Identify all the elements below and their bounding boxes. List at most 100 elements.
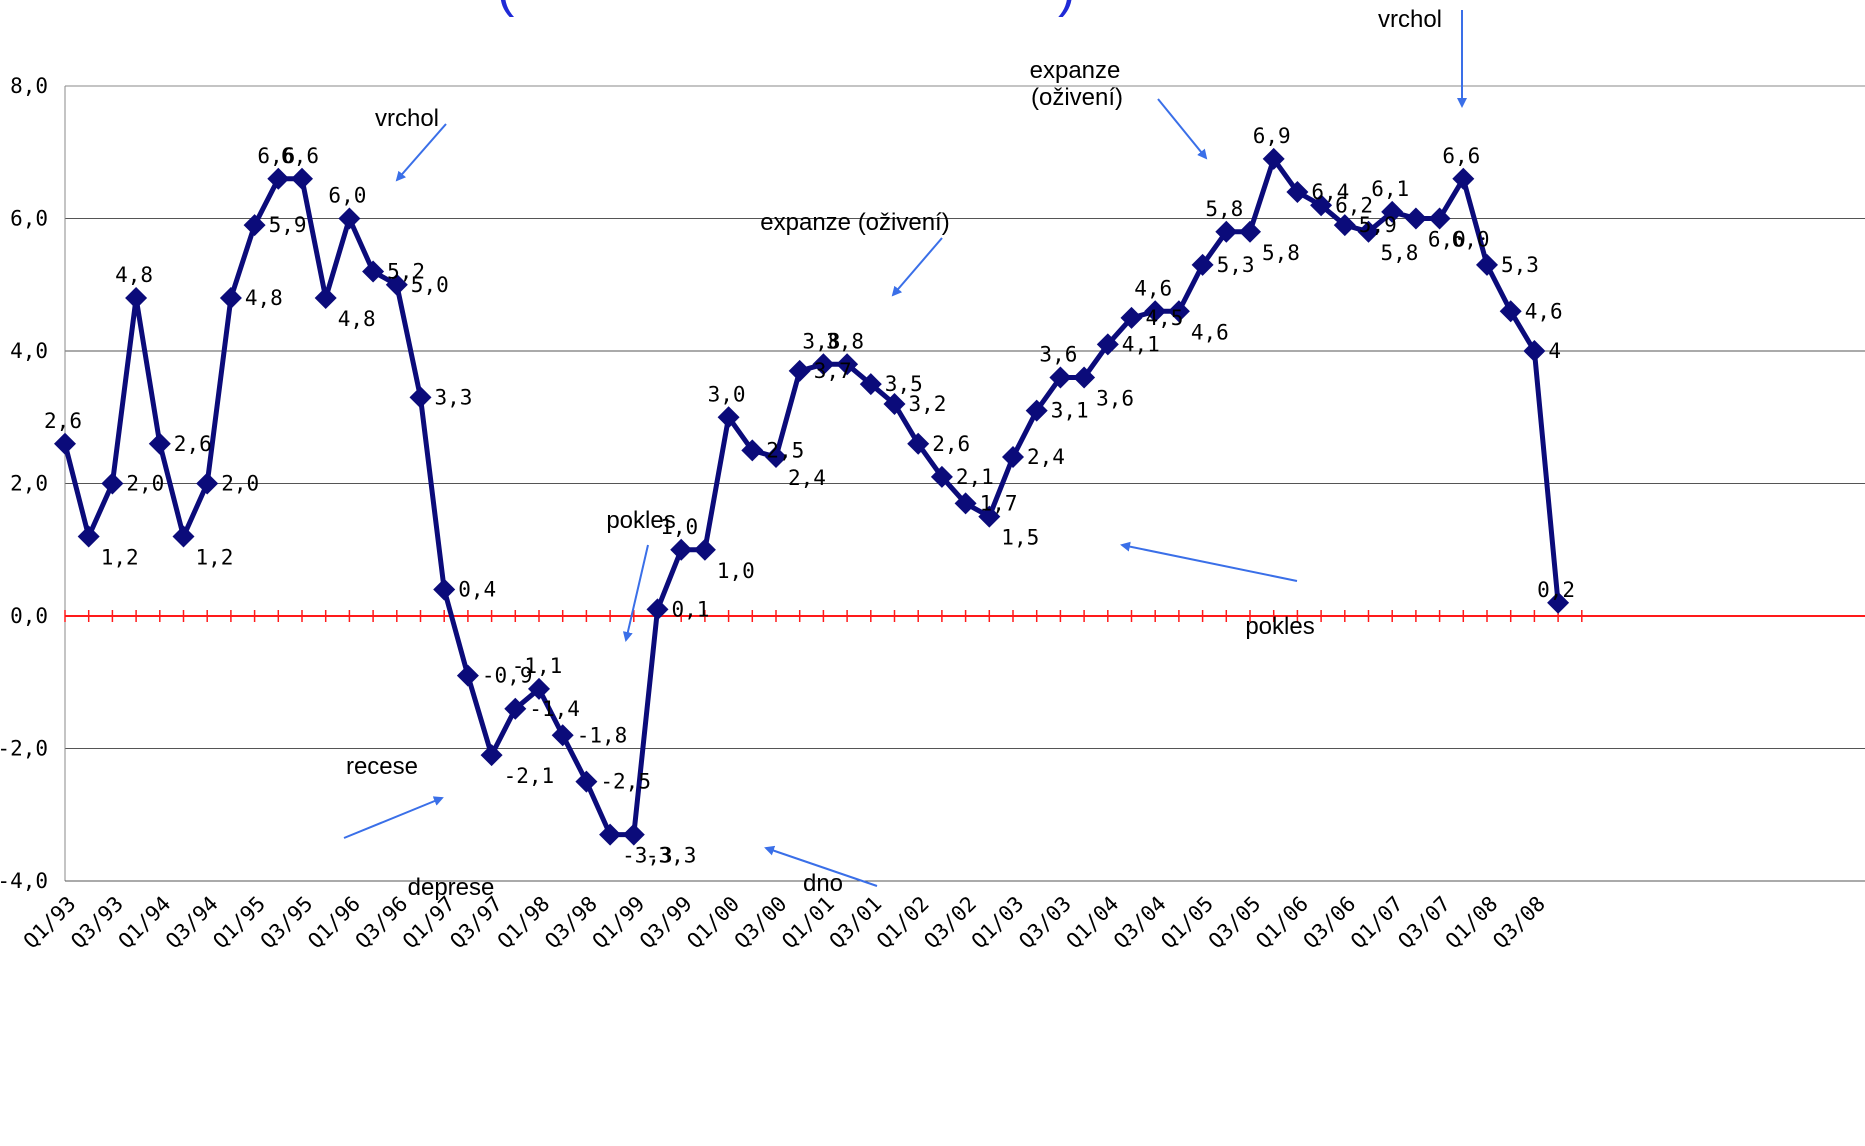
x-tick-label: Q1/01 [777,892,839,954]
data-label: 3,6 [1039,343,1077,367]
data-label: 0,4 [458,578,496,602]
data-label: -3,3 [622,844,673,868]
data-point-marker [575,770,598,793]
title-fragment-left: ( [497,0,515,18]
data-label: 6,1 [1371,177,1409,201]
data-label: 1,7 [980,491,1018,515]
data-point-marker [528,677,550,700]
x-tick-label: Q3/01 [825,892,887,954]
data-label: 0,2 [1537,578,1575,602]
x-tick-label: Q3/07 [1393,892,1455,954]
data-label: 2,1 [956,465,994,489]
markers-layer [54,147,1570,846]
data-label: 1,0 [717,559,755,583]
annotation-arrow [1157,98,1208,160]
x-tick-label: Q3/93 [66,892,128,954]
data-point-marker [930,465,953,488]
data-label: 3,8 [826,329,864,353]
data-point-marker [433,578,456,601]
x-tick-label: Q1/06 [1251,892,1313,954]
data-point-marker [859,373,882,396]
data-point-marker [1096,333,1119,356]
data-label: 4,5 [1146,306,1184,330]
data-point-marker [1025,399,1048,422]
data-label: 3,3 [435,385,473,409]
annotation-arrow [1120,541,1298,582]
data-label: 1,2 [196,546,234,570]
data-point-marker [670,538,693,561]
data-point-marker [741,439,764,462]
data-point-marker [1523,340,1546,362]
data-point-marker [409,386,432,409]
data-label: 5,9 [269,213,307,237]
data-label: 4,6 [1191,320,1229,344]
data-label: -1,8 [577,723,628,747]
x-tick-label: Q1/02 [872,892,934,954]
data-point-marker [1547,591,1570,614]
data-point-marker [1333,214,1356,237]
data-label: 4,8 [338,307,376,331]
axes-layer [64,85,1865,882]
data-label: 6,0 [328,184,366,208]
data-point-marker [1286,181,1309,203]
data-label: 3,6 [1096,387,1134,411]
x-tick-label: Q3/04 [1109,892,1171,954]
x-tick-label: Q1/96 [303,892,365,954]
data-label: 6,2 [1335,193,1373,217]
data-point-marker [788,359,811,382]
data-point-marker [385,273,408,296]
x-tick-label: Q1/07 [1346,892,1408,954]
data-label: 4,6 [1134,276,1172,300]
y-tick-label: -2,0 [0,737,48,761]
data-label: 1,2 [101,546,139,570]
data-label: 5,8 [1205,197,1243,221]
data-label: 5,8 [1262,241,1300,265]
data-point-marker [954,492,977,515]
data-point-marker [148,432,171,455]
data-point-marker [480,744,503,767]
data-point-marker [1262,147,1285,170]
data-label: -1,4 [529,697,580,721]
data-label: 2,5 [766,438,804,462]
annotation-label: vrchol [375,105,439,132]
data-label: 1,0 [660,515,698,539]
series-layer [62,156,1561,838]
data-label: 4 [1548,339,1561,363]
data-label: 0,1 [672,597,710,621]
x-tick-label: Q3/05 [1204,892,1266,954]
data-point-marker [717,406,740,429]
data-point-marker [1191,253,1214,276]
x-tick-label: Q1/05 [1156,892,1218,954]
data-point-marker [1144,300,1167,323]
data-point-marker [622,823,645,846]
x-tick-label: Q3/98 [540,892,602,954]
annotation-label: expanze [1030,57,1121,84]
data-point-marker [1476,253,1498,276]
data-point-marker [551,724,574,747]
data-label: 5,2 [387,260,425,284]
data-label: 2,6 [44,409,82,433]
x-tick-label: Q3/95 [256,892,318,954]
data-label: 4,8 [245,286,283,310]
data-point-marker [1381,200,1404,223]
data-label: -2,1 [504,764,555,788]
data-point-marker [1357,220,1380,243]
data-point-marker [504,697,527,720]
data-point-marker [338,207,361,230]
annotation-arrow [764,845,878,887]
x-tick-label: Q1/98 [493,892,555,954]
data-label: 3,5 [885,372,923,396]
data-point-marker [907,432,930,455]
annotations-layer: () vrchol expanze(oživení) vrchol expanze (o… [343,0,1467,901]
annotation-label: expanze (oživení) [760,209,949,236]
data-point-marker [101,472,124,495]
data-label: 2,6 [174,432,212,456]
data-label: 4,6 [1525,299,1563,323]
data-label: 3,7 [814,359,852,383]
data-label: -0,9 [482,664,533,688]
data-label: 6,9 [1253,124,1291,148]
data-label: 2,0 [126,472,164,496]
x-tick-label: Q1/00 [682,892,744,954]
annotation-label: pokles [606,507,675,534]
